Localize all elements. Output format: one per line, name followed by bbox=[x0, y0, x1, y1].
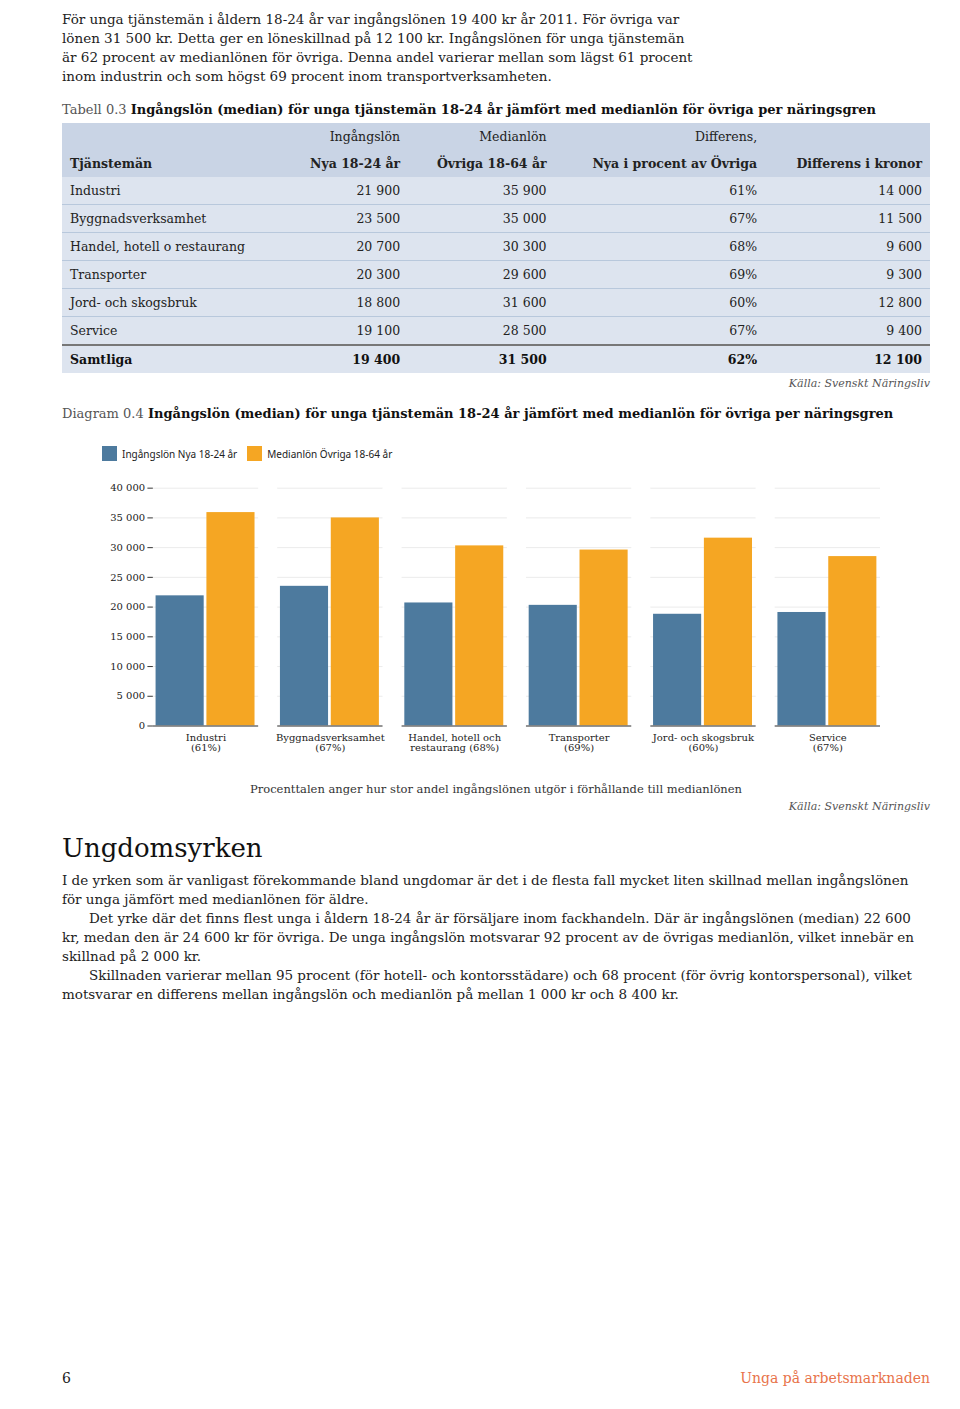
html-text:29 600: 29 600 bbox=[502, 267, 547, 282]
html-text:Jord- och skogsbruk: Jord- och skogsbruk bbox=[70, 295, 197, 310]
svg-text:Byggnadsverksamhet(67%): Byggnadsverksamhet(67%) bbox=[276, 732, 385, 753]
html-text:19 400: 19 400 bbox=[352, 352, 401, 367]
html-text:69%: 69% bbox=[729, 267, 758, 282]
svg-text:Industri(61%): Industri(61%) bbox=[186, 732, 226, 753]
svg-text:Handel, hotell ochrestaurang (: Handel, hotell ochrestaurang (68%) bbox=[408, 732, 501, 753]
html-text:19 100: 19 100 bbox=[356, 323, 401, 338]
svg-text:20 000: 20 000 bbox=[110, 601, 145, 612]
html-text:67%: 67% bbox=[729, 211, 758, 226]
html-text:För unga tjänstemän i åldern 1: För unga tjänstemän i åldern 18-24 år va… bbox=[62, 11, 680, 27]
html-text:Procenttalen anger hur stor an: Procenttalen anger hur stor andel ingång… bbox=[250, 781, 742, 796]
html-text:60%: 60% bbox=[729, 295, 758, 310]
svg-text:5 000: 5 000 bbox=[117, 690, 146, 701]
html-text:9 300: 9 300 bbox=[886, 267, 922, 282]
svg-text:Jord- och skogsbruk(60%): Jord- och skogsbruk(60%) bbox=[652, 732, 755, 753]
html-text:31 500: 31 500 bbox=[498, 352, 547, 367]
html-text:21 900: 21 900 bbox=[356, 183, 401, 198]
html-text:9 400: 9 400 bbox=[886, 323, 922, 338]
html-text:61%: 61% bbox=[729, 183, 758, 198]
html-text:Källa: Svenskt Näringsliv: Källa: Svenskt Näringsliv bbox=[788, 799, 930, 813]
html-text:11 500: 11 500 bbox=[878, 211, 922, 226]
html-text:31 600: 31 600 bbox=[502, 295, 547, 310]
html-text:Ingångslön Nya 18-24 år: Ingångslön Nya 18-24 år bbox=[122, 446, 238, 461]
html-text:inom industrin och som högst 6: inom industrin och som högst 69 procent … bbox=[62, 68, 552, 84]
html-text:Medianlön Övriga 18-64 år: Medianlön Övriga 18-64 år bbox=[267, 446, 393, 461]
html-text:I de yrken som är vanligast fö: I de yrken som är vanligast förekommande… bbox=[62, 871, 909, 907]
html-text:68%: 68% bbox=[729, 239, 758, 254]
html-text:Övriga 18-64 år: Övriga 18-64 år bbox=[436, 156, 547, 171]
html-text:Differens,: Differens, bbox=[695, 129, 758, 144]
html-text:28 500: 28 500 bbox=[502, 323, 547, 338]
html-text:lönen 31 500 kr. Detta ger en: lönen 31 500 kr. Detta ger en löneskilln… bbox=[62, 30, 685, 46]
svg-text:0: 0 bbox=[139, 720, 145, 731]
html-text:Källa: Svenskt Näringsliv: Källa: Svenskt Näringsliv bbox=[788, 377, 930, 390]
html-text:Diagram 0.4 Ingångslön (median: Diagram 0.4 Ingångslön (median) för unga… bbox=[62, 406, 894, 421]
html-text:35 900: 35 900 bbox=[502, 183, 547, 198]
html-text:Tabell 0.3 Ingångslön (median): Tabell 0.3 Ingångslön (median) för unga … bbox=[62, 102, 877, 117]
html-text:Det yrke där det finns flest u: Det yrke där det finns flest unga i ålde… bbox=[62, 909, 914, 964]
html-text:Byggnadsverksamhet: Byggnadsverksamhet bbox=[70, 211, 207, 226]
html-text:Transporter: Transporter bbox=[70, 267, 147, 282]
html-text:35 000: 35 000 bbox=[502, 211, 547, 226]
html-text:62%: 62% bbox=[727, 352, 758, 367]
html-text:Tjänstemän: Tjänstemän bbox=[70, 156, 153, 171]
html-text:6: 6 bbox=[62, 1370, 71, 1386]
svg-text:35 000: 35 000 bbox=[110, 512, 145, 523]
html-text:Skillnaden varierar mellan 95: Skillnaden varierar mellan 95 procent (f… bbox=[62, 966, 912, 1002]
html-text:12 100: 12 100 bbox=[874, 352, 922, 367]
html-text:Ingångslön: Ingångslön bbox=[329, 129, 401, 144]
html-text:14 000: 14 000 bbox=[878, 183, 922, 198]
html-text:23 500: 23 500 bbox=[356, 211, 401, 226]
html-text:Handel, hotell o restaurang: Handel, hotell o restaurang bbox=[70, 239, 245, 254]
html-text:18 800: 18 800 bbox=[356, 295, 401, 310]
html-text:67%: 67% bbox=[729, 323, 758, 338]
svg-text:Transporter(69%): Transporter(69%) bbox=[549, 732, 610, 753]
html-text:20 300: 20 300 bbox=[356, 267, 401, 282]
html-text:20 700: 20 700 bbox=[356, 239, 401, 254]
html-text:30 300: 30 300 bbox=[502, 239, 547, 254]
html-text:Samtliga: Samtliga bbox=[70, 352, 133, 367]
svg-text:10 000: 10 000 bbox=[110, 661, 145, 672]
html-text:Medianlön: Medianlön bbox=[479, 129, 547, 144]
svg-text:40 000: 40 000 bbox=[110, 482, 145, 493]
html-text:Unga på arbetsmarknaden: Unga på arbetsmarknaden bbox=[740, 1370, 930, 1386]
html-text:Nya 18-24 år: Nya 18-24 år bbox=[310, 156, 401, 171]
html-text:Industri: Industri bbox=[70, 183, 121, 198]
html-text:Differens i kronor: Differens i kronor bbox=[796, 156, 922, 171]
html-text:Nya i procent av Övriga: Nya i procent av Övriga bbox=[592, 156, 758, 171]
svg-text:30 000: 30 000 bbox=[110, 542, 145, 553]
svg-text:Service(67%): Service(67%) bbox=[809, 732, 847, 753]
html-text:Service: Service bbox=[70, 323, 118, 338]
html-text:Ungdomsyrken: Ungdomsyrken bbox=[62, 832, 263, 863]
svg-text:25 000: 25 000 bbox=[110, 572, 145, 583]
svg-text:15 000: 15 000 bbox=[110, 631, 145, 642]
html-text:12 800: 12 800 bbox=[878, 295, 922, 310]
html-text:är 62 procent av medianlönen f: är 62 procent av medianlönen för övriga.… bbox=[62, 49, 693, 65]
html-text:9 600: 9 600 bbox=[886, 239, 922, 254]
